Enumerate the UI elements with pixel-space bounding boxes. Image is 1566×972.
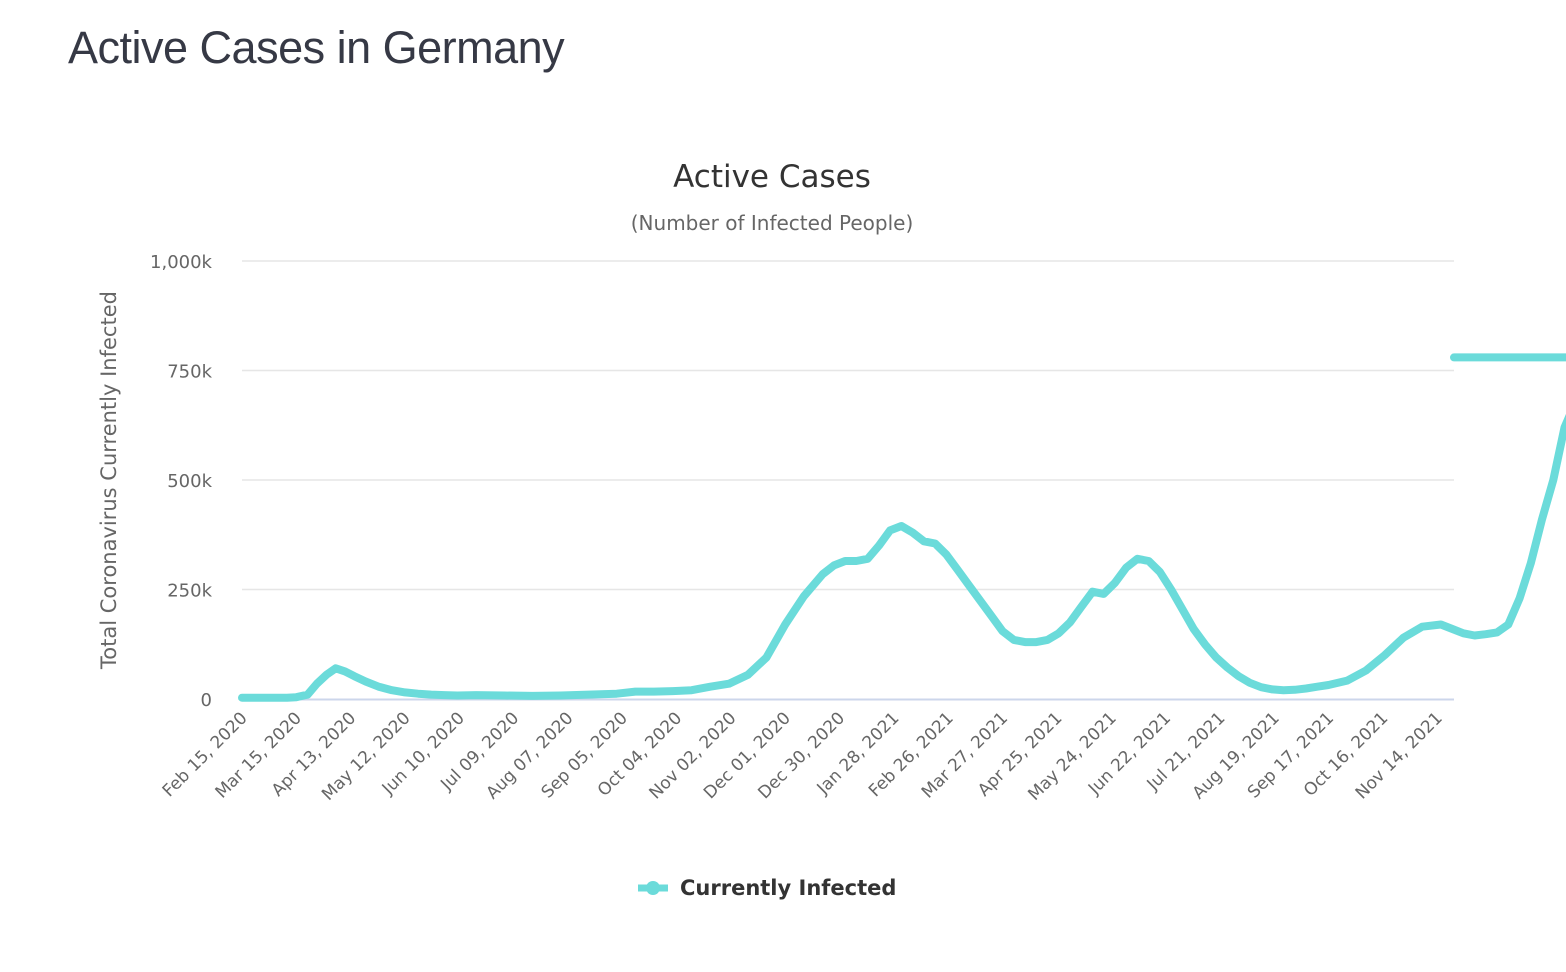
- y-tick-label: 250k: [167, 581, 212, 602]
- y-tick-label: 1,000k: [150, 252, 213, 273]
- legend-symbol-marker: [646, 881, 660, 895]
- chart-subtitle: (Number of Infected People): [631, 211, 914, 235]
- series-currently-infected: [238, 353, 1566, 702]
- legend-item-currently-infected[interactable]: Currently Infected: [680, 876, 896, 900]
- chart-title: Active Cases: [673, 159, 871, 195]
- page-title: Active Cases in Germany: [68, 22, 565, 73]
- y-tick-label: 750k: [167, 362, 212, 383]
- y-tick-label: 500k: [167, 471, 212, 492]
- series-line[interactable]: [238, 353, 1566, 702]
- y-axis-title: Total Coronavirus Currently Infected: [97, 291, 121, 670]
- y-axis-ticks: 0 250k 500k 750k 1,000k: [150, 252, 213, 711]
- legend[interactable]: Currently Infected: [638, 876, 896, 900]
- grid-lines: [242, 260, 1454, 591]
- y-tick-label: 0: [201, 690, 212, 711]
